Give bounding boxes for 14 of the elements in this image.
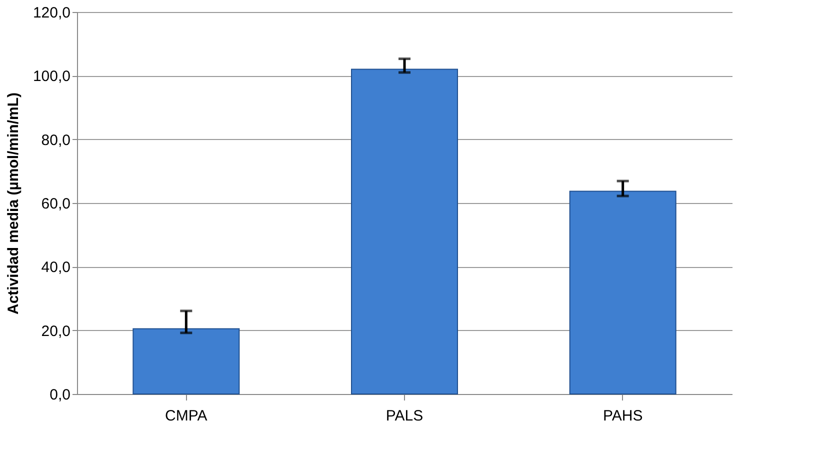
- y-tick-label: 0,0: [50, 386, 70, 404]
- y-tick-label: 20,0: [41, 322, 70, 340]
- y-axis-title: Actividad media (µmol/min/mL): [4, 92, 22, 315]
- bar: [351, 68, 458, 394]
- x-tick-label: PALS: [386, 408, 424, 424]
- x-tick-label: PAHS: [602, 408, 643, 424]
- y-tick-label: 80,0: [41, 132, 70, 149]
- bar: [569, 190, 676, 394]
- x-tick-label: CMPA: [165, 408, 208, 424]
- y-tick-label: 120,0: [32, 4, 70, 22]
- y-tick-label: 100,0: [32, 68, 70, 86]
- y-tick-label: 60,0: [41, 196, 70, 212]
- bar: [132, 328, 240, 394]
- y-tick-label: 40,0: [41, 259, 70, 276]
